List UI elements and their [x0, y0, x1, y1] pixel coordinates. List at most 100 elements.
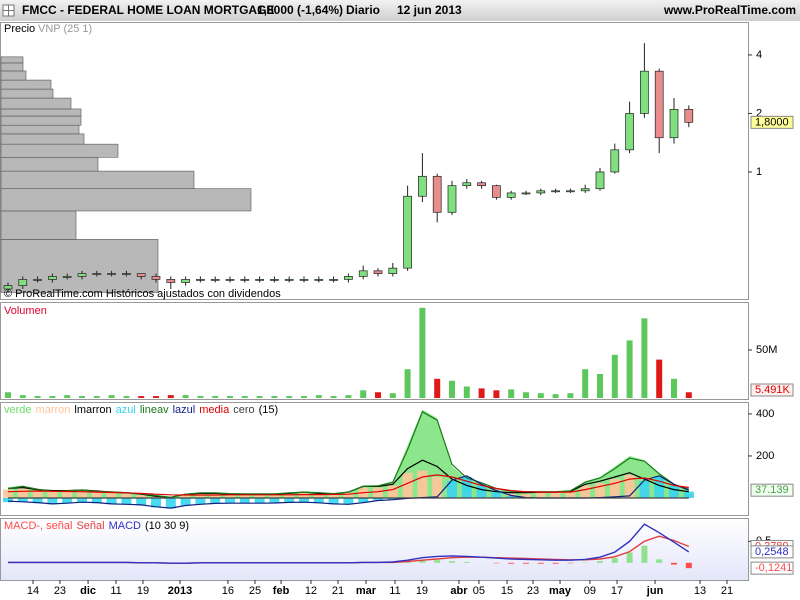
volume-bar	[537, 393, 544, 398]
volume-bar	[330, 396, 337, 398]
histogram-bar	[609, 479, 620, 498]
candle-body	[3, 285, 13, 290]
x-tick-label: feb	[273, 585, 290, 597]
y-tick-label: 2	[756, 107, 762, 119]
last-price: 1,8000	[755, 116, 789, 128]
volume-profile-bar	[0, 156, 99, 172]
candle-body	[270, 279, 279, 281]
histogram-bar	[624, 474, 635, 498]
x-tick-label: 17	[611, 585, 623, 597]
macd-histogram-bar	[611, 558, 618, 563]
legend-entry: media	[199, 404, 230, 416]
histogram-bar	[328, 497, 339, 505]
x-tick-label: may	[549, 585, 572, 597]
histogram-bar	[446, 481, 457, 498]
x-tick-label: 16	[222, 585, 234, 597]
histogram-bar	[476, 485, 487, 498]
histogram-bar	[343, 492, 354, 498]
volume-bar	[4, 392, 11, 398]
volume-profile-bar	[0, 62, 24, 72]
volume-bar	[611, 354, 618, 398]
volume-bar	[315, 395, 322, 398]
last-volume-box	[750, 383, 794, 397]
histogram-bar	[150, 497, 161, 508]
header-site: www.ProRealTime.com	[663, 3, 796, 17]
candle-body	[77, 273, 87, 277]
histogram-bar	[91, 497, 102, 504]
candle-body	[136, 273, 146, 277]
volume-profile-bar	[0, 188, 252, 212]
candle-body	[595, 171, 605, 190]
volume-bar	[434, 378, 441, 398]
legend-params: (15)	[259, 404, 279, 416]
histogram-bar	[284, 497, 295, 503]
histogram-bar	[668, 485, 679, 498]
volume-bar	[256, 396, 263, 398]
histogram-bar	[491, 491, 502, 498]
y-tick-label: 1	[756, 166, 762, 178]
volume-bar	[508, 389, 515, 398]
legend-entry: MACD-, señal	[4, 520, 72, 532]
volume-profile-bar	[0, 170, 195, 190]
volume-bar	[271, 396, 278, 398]
histogram-bar	[2, 489, 13, 498]
histogram-bar	[461, 476, 472, 498]
histogram-bar	[239, 497, 250, 504]
macd-histogram-bar	[552, 562, 559, 564]
volume-profile-bar	[0, 79, 52, 90]
candle-body	[92, 273, 102, 275]
histogram-bar	[402, 472, 413, 498]
volume-bar	[641, 318, 648, 398]
candle-body	[521, 192, 531, 195]
volume-bar	[670, 378, 677, 398]
x-tick-label: 23	[527, 585, 539, 597]
volume-bar	[167, 395, 174, 398]
histogram-bar	[47, 497, 58, 505]
histogram-bar	[520, 493, 531, 498]
candle-body	[492, 185, 501, 198]
histogram-bar	[195, 497, 206, 505]
price-label: Precio	[4, 23, 35, 35]
candle-body	[284, 279, 294, 281]
histogram-bar	[417, 470, 428, 498]
histogram-bar	[387, 497, 398, 501]
volume-bar	[656, 359, 663, 398]
y-tick-label: 400	[756, 408, 774, 420]
header-bar	[0, 0, 800, 21]
volume-bar	[212, 396, 219, 398]
x-tick-label: 13	[694, 585, 706, 597]
candle-body	[462, 182, 472, 187]
histogram-bar	[594, 483, 605, 498]
histogram-bar	[298, 497, 309, 503]
volume-bar	[123, 396, 130, 398]
x-tick-label: 09	[584, 585, 596, 597]
histogram-bar	[121, 497, 132, 505]
legend-entry: marron	[36, 404, 71, 416]
y-tick-label: 4	[756, 49, 762, 61]
histogram-bar	[91, 491, 102, 498]
histogram-bar	[683, 491, 694, 498]
histogram-bar	[47, 491, 58, 498]
candle-body	[240, 279, 250, 281]
histogram-bar	[358, 497, 369, 503]
volume-profile-bar	[0, 108, 82, 117]
candle-body	[358, 270, 368, 277]
histogram-bar	[298, 492, 309, 498]
volume-bar	[360, 390, 367, 398]
macd-histogram-bar	[537, 562, 544, 564]
candle-body	[181, 279, 190, 283]
legend: verde marron lmarron azul lineav lazul media ce…	[4, 404, 278, 416]
volume-bar	[522, 392, 529, 398]
volume-profile-bar	[0, 124, 80, 135]
profile-label: VNP (25 1)	[38, 23, 92, 35]
candle-body	[403, 195, 412, 269]
histogram-bar	[210, 497, 221, 504]
histogram-bar	[32, 497, 43, 504]
volume-bar	[49, 396, 56, 398]
volume-bar	[374, 392, 381, 398]
volume-bar	[34, 396, 41, 398]
legend: MACD-, señal Señal MACD (10 30 9)	[4, 520, 189, 532]
last-indicator-box	[750, 483, 794, 497]
macd-histogram-bar	[685, 562, 692, 569]
candle-body	[418, 175, 427, 197]
